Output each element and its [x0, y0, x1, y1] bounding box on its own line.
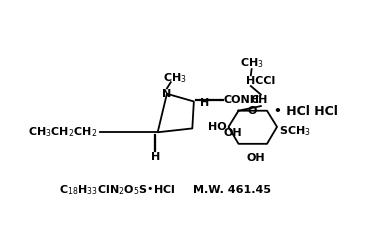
Text: M.W. 461.45: M.W. 461.45 — [193, 185, 271, 195]
Bar — [248, 107, 257, 114]
Text: SCH$_3$: SCH$_3$ — [279, 124, 311, 138]
Text: OH: OH — [223, 128, 242, 138]
Text: N: N — [162, 89, 172, 99]
Text: CH$_3$: CH$_3$ — [240, 56, 263, 70]
Bar — [163, 90, 171, 98]
Text: C$_{18}$H$_{33}$ClN$_2$O$_5$S•HCl: C$_{18}$H$_{33}$ClN$_2$O$_5$S•HCl — [59, 183, 175, 197]
Text: CH$_3$CH$_2$CH$_2$: CH$_3$CH$_2$CH$_2$ — [28, 125, 98, 139]
Text: OH: OH — [247, 153, 266, 163]
Text: O: O — [248, 106, 257, 116]
Text: CH$_3$: CH$_3$ — [163, 72, 186, 85]
Text: H: H — [200, 98, 209, 108]
Text: HCCl: HCCl — [246, 76, 276, 86]
Text: CONH: CONH — [223, 95, 259, 105]
Text: CH: CH — [251, 95, 268, 105]
Text: H: H — [151, 152, 160, 162]
Text: • HCl HCl: • HCl HCl — [273, 105, 338, 118]
Text: HO: HO — [209, 122, 227, 132]
